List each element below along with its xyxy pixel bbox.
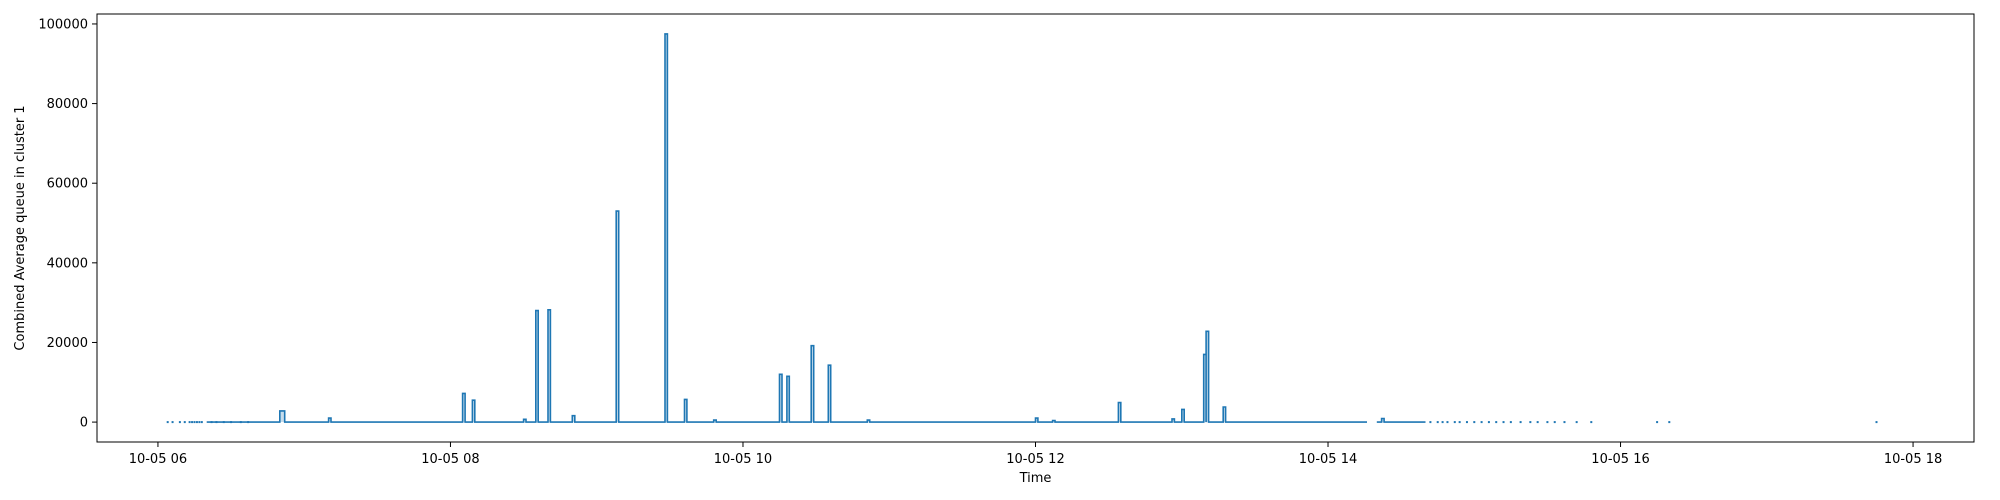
queue-spike [535, 310, 539, 423]
queue-spike [1118, 402, 1121, 423]
queue-spike [616, 211, 619, 423]
y-tick-label: 100000 [38, 17, 88, 32]
queue-spike [1035, 418, 1038, 423]
queue-spike [472, 400, 475, 423]
y-axis-label: Combined Average queue in cluster 1 [13, 105, 28, 350]
queue-spike [1223, 407, 1226, 423]
x-tick-label: 10-05 18 [1884, 452, 1942, 467]
queue-spike [1381, 418, 1384, 423]
x-tick-label: 10-05 08 [421, 452, 479, 467]
queue-spike [1206, 331, 1209, 423]
queue-spike [1181, 409, 1185, 423]
data-layer [166, 33, 1878, 424]
y-axis: 0 20000 40000 60000 80000 100000 [38, 17, 97, 431]
queue-spike [867, 420, 870, 423]
queue-spike [684, 399, 687, 423]
y-tick-label: 40000 [47, 256, 88, 271]
queue-spike [279, 410, 285, 422]
queue-spike [786, 376, 790, 423]
queue-spike [1052, 420, 1055, 423]
y-tick-label: 0 [80, 416, 88, 431]
queue-spike [462, 393, 465, 423]
x-tick-label: 10-05 12 [1006, 452, 1064, 467]
y-tick-label: 20000 [47, 336, 88, 351]
queue-spike [523, 419, 526, 423]
queue-spike [1203, 354, 1207, 423]
queue-spike [779, 374, 782, 423]
series-line [1376, 417, 1426, 423]
plot-area [97, 14, 1974, 442]
queue-spike [665, 33, 668, 423]
x-tick-label: 10-05 16 [1591, 452, 1649, 467]
y-tick-label: 80000 [47, 97, 88, 112]
x-tick-label: 10-05 10 [714, 452, 772, 467]
x-axis: 10-05 06 10-05 08 10-05 10 10-05 12 10-05 14… [129, 442, 1942, 467]
queue-spike [713, 420, 717, 423]
x-tick-label: 10-05 14 [1299, 452, 1357, 467]
queue-spike [572, 415, 575, 423]
x-tick-label: 10-05 06 [129, 452, 187, 467]
y-tick-label: 60000 [47, 177, 88, 192]
queue-spike [548, 309, 551, 423]
queue-spike [811, 345, 814, 423]
x-axis-label: Time [1019, 471, 1052, 486]
series-line [206, 33, 1367, 423]
queue-spike [1172, 418, 1175, 423]
queue-spike [328, 418, 331, 423]
queue-spike [828, 365, 831, 423]
